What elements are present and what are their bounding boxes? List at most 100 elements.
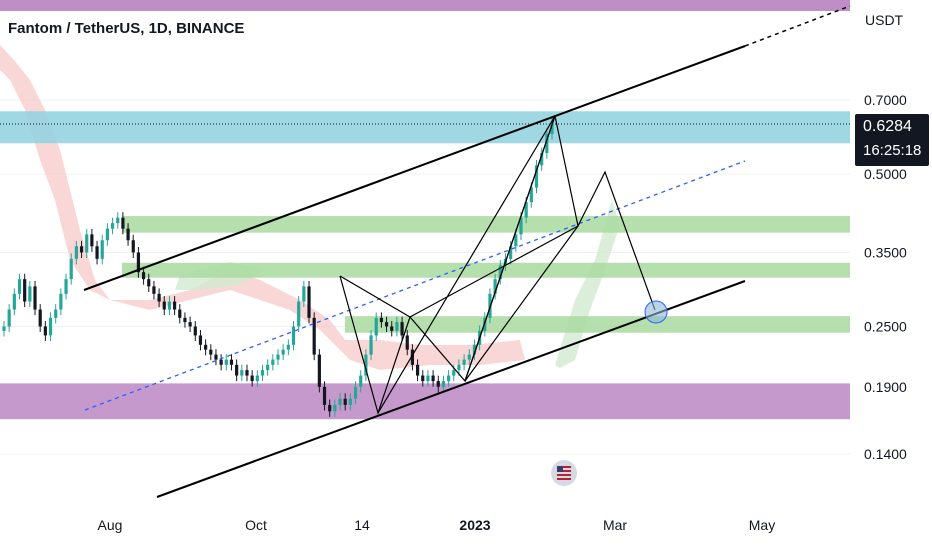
candle: [431, 370, 435, 387]
channel-mid-line: [84, 160, 746, 411]
candle: [534, 159, 539, 194]
candle: [447, 370, 451, 387]
candle: [540, 147, 544, 171]
candle: [245, 364, 249, 382]
candle: [374, 312, 378, 342]
candle: [64, 273, 68, 300]
price-tick-label: 0.2500: [864, 318, 907, 334]
target-circle: [644, 300, 668, 324]
candle: [235, 359, 239, 382]
candle: [54, 304, 58, 324]
candle: [441, 375, 446, 393]
candle: [343, 393, 347, 411]
candle: [173, 296, 177, 316]
candle: [457, 359, 461, 376]
price-tick-label: 0.1900: [864, 379, 907, 395]
candle: [85, 228, 89, 259]
candle: [116, 212, 120, 229]
candle: [157, 288, 161, 308]
candle: [312, 312, 316, 361]
candle: [348, 393, 352, 411]
candle: [271, 354, 275, 371]
harmonic-diagonal-1: [339, 275, 411, 318]
candle: [79, 240, 84, 259]
candle: [545, 128, 549, 159]
candle: [353, 381, 358, 405]
candle: [131, 234, 135, 259]
candle: [426, 370, 430, 387]
candle: [147, 273, 151, 292]
drawings: [0, 5, 851, 498]
price-tick-label: 0.7000: [864, 92, 907, 108]
candle: [328, 399, 332, 417]
candle: [12, 288, 16, 316]
green-level-zone: [122, 216, 850, 233]
candle: [28, 280, 32, 308]
candle: [204, 339, 208, 356]
candle: [33, 280, 37, 316]
harmonic-diagonal-2: [377, 115, 556, 414]
candle: [286, 339, 290, 356]
last-price-tag: 0.6284 16:25:18: [855, 114, 929, 166]
candle: [136, 247, 141, 278]
candle: [410, 344, 415, 371]
candle: [395, 316, 399, 337]
candle: [472, 339, 477, 361]
candle: [74, 240, 78, 265]
candle: [291, 321, 296, 351]
time-tick-label: 14: [354, 517, 370, 533]
candle: [338, 393, 342, 411]
candle: [110, 217, 115, 235]
candle: [121, 212, 125, 235]
candle: [260, 364, 265, 382]
candle: [100, 234, 104, 265]
harmonic-pattern-right: [554, 115, 656, 311]
candle: [390, 321, 394, 337]
candle: [379, 312, 383, 328]
candle: [214, 349, 218, 366]
candle: [493, 273, 497, 300]
candle: [276, 349, 280, 366]
candle: [317, 349, 321, 393]
harmonic-diagonal-3: [409, 225, 579, 318]
us-flag-icon[interactable]: [551, 460, 577, 486]
top-magenta-zone: [0, 0, 850, 11]
candle: [359, 370, 363, 393]
candle: [95, 240, 99, 265]
last-price-value: 0.6284: [863, 118, 912, 135]
cyan-supply-zone: [0, 111, 850, 144]
candle: [307, 280, 311, 324]
bar-countdown: 16:25:18: [863, 142, 922, 159]
candle: [281, 344, 285, 361]
candle: [23, 273, 27, 308]
candle: [250, 370, 254, 387]
candle: [405, 330, 409, 356]
time-tick-label: Oct: [245, 517, 267, 533]
price-tick-label: 0.5000: [864, 166, 907, 182]
candle: [167, 296, 172, 316]
candle: [43, 321, 47, 342]
candle: [7, 304, 11, 333]
channel-upper-line: [83, 45, 746, 291]
candle: [415, 359, 420, 382]
candle: [219, 354, 223, 371]
candle: [59, 288, 63, 316]
candle: [322, 381, 327, 411]
candle: [152, 280, 156, 300]
candle: [178, 304, 182, 324]
candle: [297, 296, 301, 333]
candle: [333, 399, 337, 417]
candle: [38, 304, 42, 333]
candle: [400, 316, 404, 342]
candle: [188, 316, 192, 333]
harmonic-diagonal-4: [464, 225, 579, 382]
time-tick-label: Aug: [98, 517, 123, 533]
time-axis: Aug Oct 14 2023 Mar May: [98, 517, 776, 533]
candle: [240, 364, 244, 382]
time-tick-label: Mar: [603, 517, 627, 533]
candle: [224, 354, 228, 371]
time-tick-label: May: [749, 517, 775, 533]
candle: [421, 370, 425, 387]
price-axis-unit[interactable]: USDT: [865, 12, 904, 28]
